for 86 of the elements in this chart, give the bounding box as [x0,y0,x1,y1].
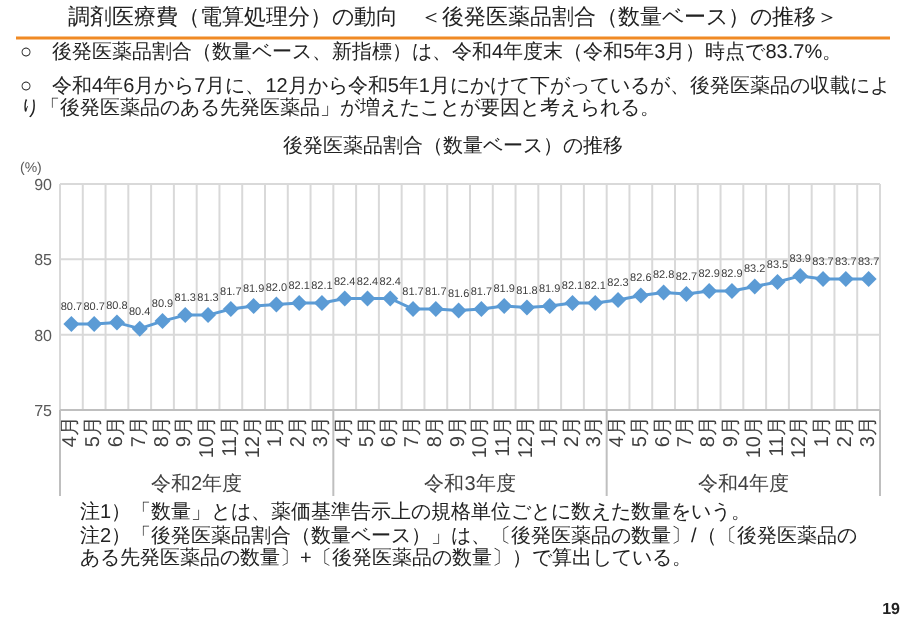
x-tick-label: 12月 [789,416,812,459]
x-tick-label: 11月 [766,416,789,457]
x-tick-label: 3月 [584,416,607,448]
point [701,282,718,299]
point [154,313,171,330]
point [86,316,103,333]
text: 令和2年度 [151,472,243,496]
x-tick-label: 6月 [379,416,402,448]
x-tick-label: 9月 [720,416,743,448]
point [860,270,877,287]
point [200,307,217,324]
point [678,285,695,302]
point [723,282,740,299]
x-tick-label: 6月 [105,416,128,448]
annotation: 19 [880,600,900,618]
point [291,295,308,312]
x-tick-label: 9月 [447,416,470,448]
text: 令和4年度 [697,472,789,496]
x-tick-label: 11月 [493,416,516,457]
x-tick-label: 2月 [834,416,857,448]
point [769,273,786,290]
point [336,290,353,307]
x-tick-label: 6月 [652,416,675,448]
x-tick-label: 1月 [812,416,835,448]
x-tick-label: 7月 [675,416,698,448]
point [564,295,581,312]
title: 調剤医療費（電算処理分）の動向 ＜後発医薬品割合（数量ベース）の推移＞ [66,6,840,32]
point [245,298,262,315]
x-tick-label: 7月 [128,416,151,448]
point [496,298,513,315]
annotation: 注1）「数量」とは、薬価基準告示上の規格単位ごとに数えた数量をいう。 [80,502,754,524]
x-tick-label: 5月 [356,416,379,448]
point [359,290,376,307]
x-tick-label: 12月 [515,416,538,459]
point [541,298,558,315]
x-tick-label: 5月 [83,416,106,448]
x-tick-label: 8月 [424,416,447,448]
point [313,295,330,312]
x-tick-label: 3月 [857,416,880,448]
y-tick-label: 75 [34,402,54,420]
point [632,287,649,304]
point [427,301,444,318]
x-tick-label: 1月 [538,416,561,448]
point [177,307,194,324]
text: 令和3年度 [424,472,516,496]
x-tick-label: 3月 [310,416,333,448]
x-tick-label: 7月 [402,416,425,448]
x-tick-label: 4月 [333,416,356,448]
x-tick-label: 12月 [242,416,265,459]
x-tick-label: 4月 [60,416,83,448]
x-tick-label: 1月 [265,416,288,448]
x-tick-label: 11月 [219,416,242,457]
point [587,295,604,312]
point [222,301,239,318]
x-tick-label: 2月 [288,416,311,448]
x-tick-label: 10月 [470,416,493,459]
point [792,267,809,284]
x-tick-label: 10月 [197,416,220,459]
point [815,270,832,287]
point [268,296,285,313]
x-tick-label: 8月 [151,416,174,448]
annotation: ○ 後発医薬品割合（数量ベース、新指標）は、令和4年度末（令和5年3月）時点で83.7%。 [20,42,845,64]
point [63,316,80,333]
x-tick-label: 5月 [629,416,652,448]
x-tick-label: 2月 [561,416,584,448]
point [746,278,763,295]
point [837,270,854,287]
annotation: ○ 令和4年6月から7月に、12月から令和5年1月にかけて下がっているが、後発医薬品の収載により「後発医薬品のある先発医薬品」が増えたことが要因と考えられる。 [20,76,890,120]
x-tick-label: 4月 [607,416,630,448]
point [450,302,467,319]
point [473,301,490,318]
point [518,299,535,316]
y-tick-label: 80 [34,326,54,345]
point [610,292,627,309]
point [108,314,125,331]
y-tick-label: 85 [34,251,54,270]
point [131,320,148,337]
x-tick-label: 8月 [698,416,721,448]
point [655,284,672,301]
point [405,301,422,318]
subtitle: 後発医薬品割合（数量ベース）の推移 [281,136,625,160]
x-tick-label: 9月 [174,416,197,448]
x-tick-label: 10月 [743,416,766,459]
y-tick-label: 90 [34,176,54,194]
point [382,290,399,307]
annotation: 注2）「後発医薬品割合（数量ベース）」は、〔後発医薬品の数量〕/（〔後発医薬品のある先発医薬品の数量〕+〔後発医薬品の数量〕）で算出している。 [80,526,859,570]
